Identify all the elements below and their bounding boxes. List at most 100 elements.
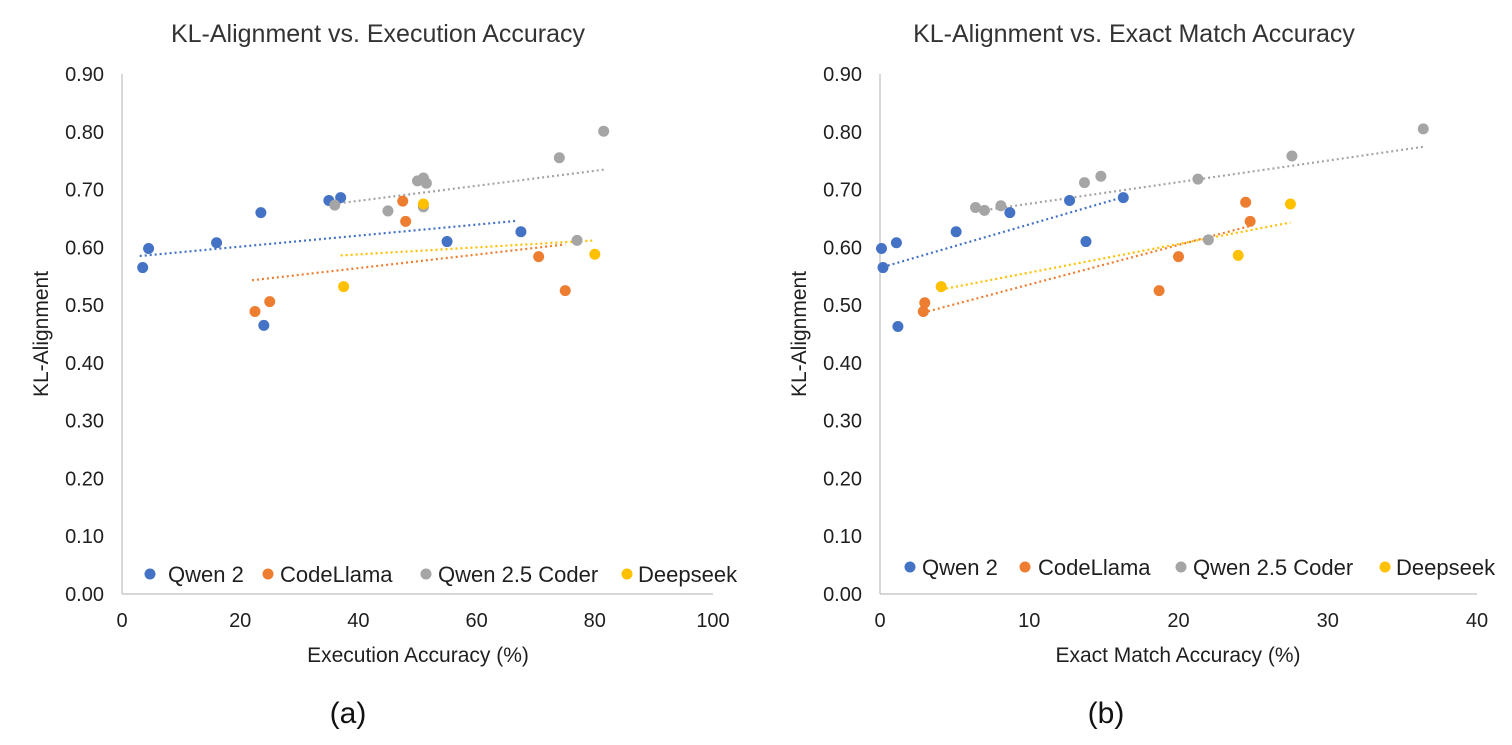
data-point-qwen-2 [258,319,270,331]
figure-caption: (a) [330,697,367,730]
trendline-codellama [251,243,566,282]
chart-title: KL-Alignment vs. Execution Accuracy [171,20,586,48]
y-axis-label: KL-Alignment [788,271,811,397]
y-tick-label: 0.40 [823,353,862,375]
x-tick-label: 80 [584,610,606,632]
data-point-qwen-2-5-coder [382,205,394,217]
data-point-qwen-2 [255,207,267,219]
x-tick-label: 0 [874,610,885,632]
data-point-qwen-2 [211,237,223,249]
y-tick-label: 0.80 [65,122,104,144]
x-axis-label: Exact Match Accuracy (%) [1055,644,1300,667]
x-axis-label: Execution Accuracy (%) [307,644,529,667]
trendline-deepseek [940,221,1291,291]
data-point-qwen-2 [137,262,149,274]
trendline-qwen-2 [882,196,1124,269]
data-point-codellama [264,296,276,308]
data-point-qwen-2-5-coder [420,177,432,189]
y-tick-label: 0.50 [65,295,104,317]
data-point-qwen-2-5-coder [1286,150,1298,162]
y-tick-label: 0.70 [65,180,104,202]
y-tick-label: 0.60 [65,237,104,259]
data-point-codellama [1153,285,1165,297]
chart-title: KL-Alignment vs. Exact Match Accuracy [913,20,1355,48]
data-point-deepseek [589,248,601,260]
legend-marker [420,568,432,580]
data-point-codellama [917,305,929,317]
data-point-qwen-2 [1004,207,1016,219]
data-point-codellama [559,285,571,297]
x-tick-label: 60 [465,610,487,632]
data-point-qwen-2 [335,192,347,204]
data-point-qwen-2 [892,320,904,332]
x-tick-label: 20 [1167,610,1189,632]
data-point-qwen-2-5-coder [329,199,341,211]
y-axis-label: KL-Alignment [30,271,53,397]
data-point-qwen-2-5-coder [1078,177,1090,189]
y-tick-label: 0.50 [823,295,862,317]
y-tick-label: 0.20 [823,468,862,490]
data-point-qwen-2 [441,236,453,248]
legend-marker [1175,561,1187,573]
x-tick-label: 0 [116,610,127,632]
data-point-qwen-2-5-coder [970,201,982,213]
legend-label: Deepseek [1396,555,1496,580]
data-point-qwen-2 [890,237,902,249]
data-point-deepseek [1284,198,1296,210]
chart-exact-match-accuracy: KL-Alignment vs. Exact Match Accuracy 0.0… [788,20,1496,730]
data-point-qwen-2 [1064,195,1076,207]
data-point-codellama [533,251,545,263]
y-tick-label: 0.40 [65,353,104,375]
data-point-codellama [249,305,261,317]
legend-label: Qwen 2.5 Coder [1193,555,1353,580]
y-tick-label: 0.10 [823,526,862,548]
legend-marker [262,568,274,580]
data-point-qwen-2 [950,226,962,238]
x-tick-label: 40 [347,610,369,632]
legend-label: Qwen 2.5 Coder [438,562,598,587]
trendline-codellama [923,224,1251,314]
y-tick-label: 0.90 [823,64,862,86]
data-point-qwen-2 [1080,236,1092,248]
legend-marker [621,568,633,580]
data-point-deepseek [935,281,947,293]
data-point-codellama [919,297,931,309]
data-point-qwen-2 [515,226,527,238]
legend-label: Deepseek [638,562,738,587]
figure-caption: (b) [1088,697,1125,730]
data-point-qwen-2-5-coder [1417,123,1429,135]
data-point-qwen-2-5-coder [571,234,583,246]
data-point-deepseek [338,281,350,293]
data-point-codellama [397,195,409,207]
y-tick-label: 0.00 [65,584,104,606]
legend-label: Qwen 2 [922,555,998,580]
data-point-codellama [1240,196,1252,208]
data-point-qwen-2-5-coder [995,200,1007,212]
y-tick-label: 0.00 [823,584,862,606]
data-point-qwen-2 [1117,192,1129,204]
y-tick-label: 0.20 [65,468,104,490]
trendline-qwen-2-5-coder [328,168,607,206]
data-point-qwen-2-5-coder [1095,170,1107,182]
data-point-deepseek [417,198,429,210]
legend-marker [144,568,156,580]
data-point-qwen-2-5-coder [1192,173,1204,185]
data-point-codellama [1244,215,1256,227]
data-point-codellama [1173,251,1184,263]
data-point-qwen-2 [875,242,887,254]
x-tick-label: 30 [1317,610,1339,632]
legend-label: CodeLlama [1038,555,1151,580]
trendline-deepseek [340,239,595,257]
x-tick-label: 100 [696,610,729,632]
y-tick-label: 0.30 [823,411,862,433]
y-tick-label: 0.80 [823,122,862,144]
data-point-qwen-2-5-coder [1202,234,1214,246]
data-point-qwen-2-5-coder [978,204,990,216]
y-tick-label: 0.10 [65,526,104,548]
trendline-qwen-2 [139,219,519,258]
data-point-qwen-2 [877,262,889,274]
x-tick-label: 20 [229,610,251,632]
legend-label: CodeLlama [280,562,393,587]
data-point-qwen-2-5-coder [598,125,610,137]
